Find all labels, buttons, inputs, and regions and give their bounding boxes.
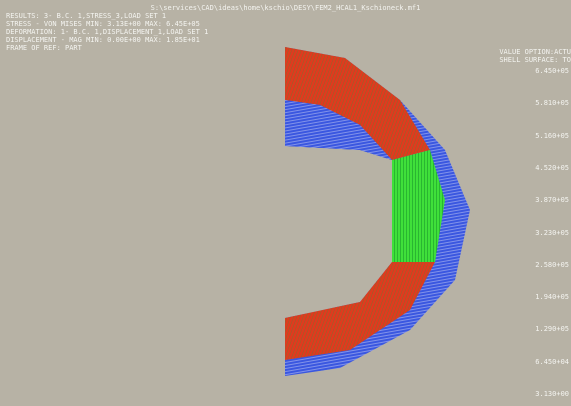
result-info: RESULTS: 3- B.C. 1,STRESS_3,LOAD SET 1 ST… bbox=[6, 12, 208, 52]
mesh-top-blue bbox=[285, 100, 392, 160]
scale-label: 5.810+05 bbox=[535, 99, 569, 108]
scale-label: 3.130+00 bbox=[535, 390, 569, 398]
mesh-top bbox=[285, 47, 430, 160]
scale-label: 2.580+05 bbox=[535, 260, 569, 269]
scale-label: 6.450+04 bbox=[535, 357, 569, 366]
mesh-middle bbox=[392, 150, 445, 262]
info-line: RESULTS: 3- B.C. 1,STRESS_3,LOAD SET 1 bbox=[6, 12, 167, 20]
mesh-bottom bbox=[285, 262, 435, 360]
scale-label: 1.290+05 bbox=[535, 325, 569, 334]
info-line: DISPLACEMENT - MAG MIN: 0.00E+00 MAX: 1.… bbox=[6, 36, 200, 44]
scale-label: 1.940+05 bbox=[535, 293, 569, 302]
scale-label: 4.520+05 bbox=[535, 163, 569, 172]
info-line: FRAME OF REF: PART bbox=[6, 44, 82, 52]
display-options: VALUE OPTION:ACTU SHELL SURFACE: TO bbox=[499, 48, 571, 64]
info-line: STRESS - VON MISES MIN: 3.13E+00 MAX: 6.… bbox=[6, 20, 200, 28]
scale-label: 5.160+05 bbox=[535, 131, 569, 140]
file-path: S:\services\CAD\ideas\home\kschio\DESY\F… bbox=[150, 4, 421, 12]
option-line: SHELL SURFACE: TO bbox=[499, 56, 571, 64]
info-line: DEFORMATION: 1- B.C. 1,DISPLACEMENT_1,LO… bbox=[6, 28, 209, 36]
scale-label: 6.450+05 bbox=[535, 67, 569, 75]
option-line: VALUE OPTION:ACTU bbox=[499, 48, 571, 56]
scale-label: 3.870+05 bbox=[535, 196, 569, 205]
scale-label: 3.230+05 bbox=[535, 228, 569, 237]
